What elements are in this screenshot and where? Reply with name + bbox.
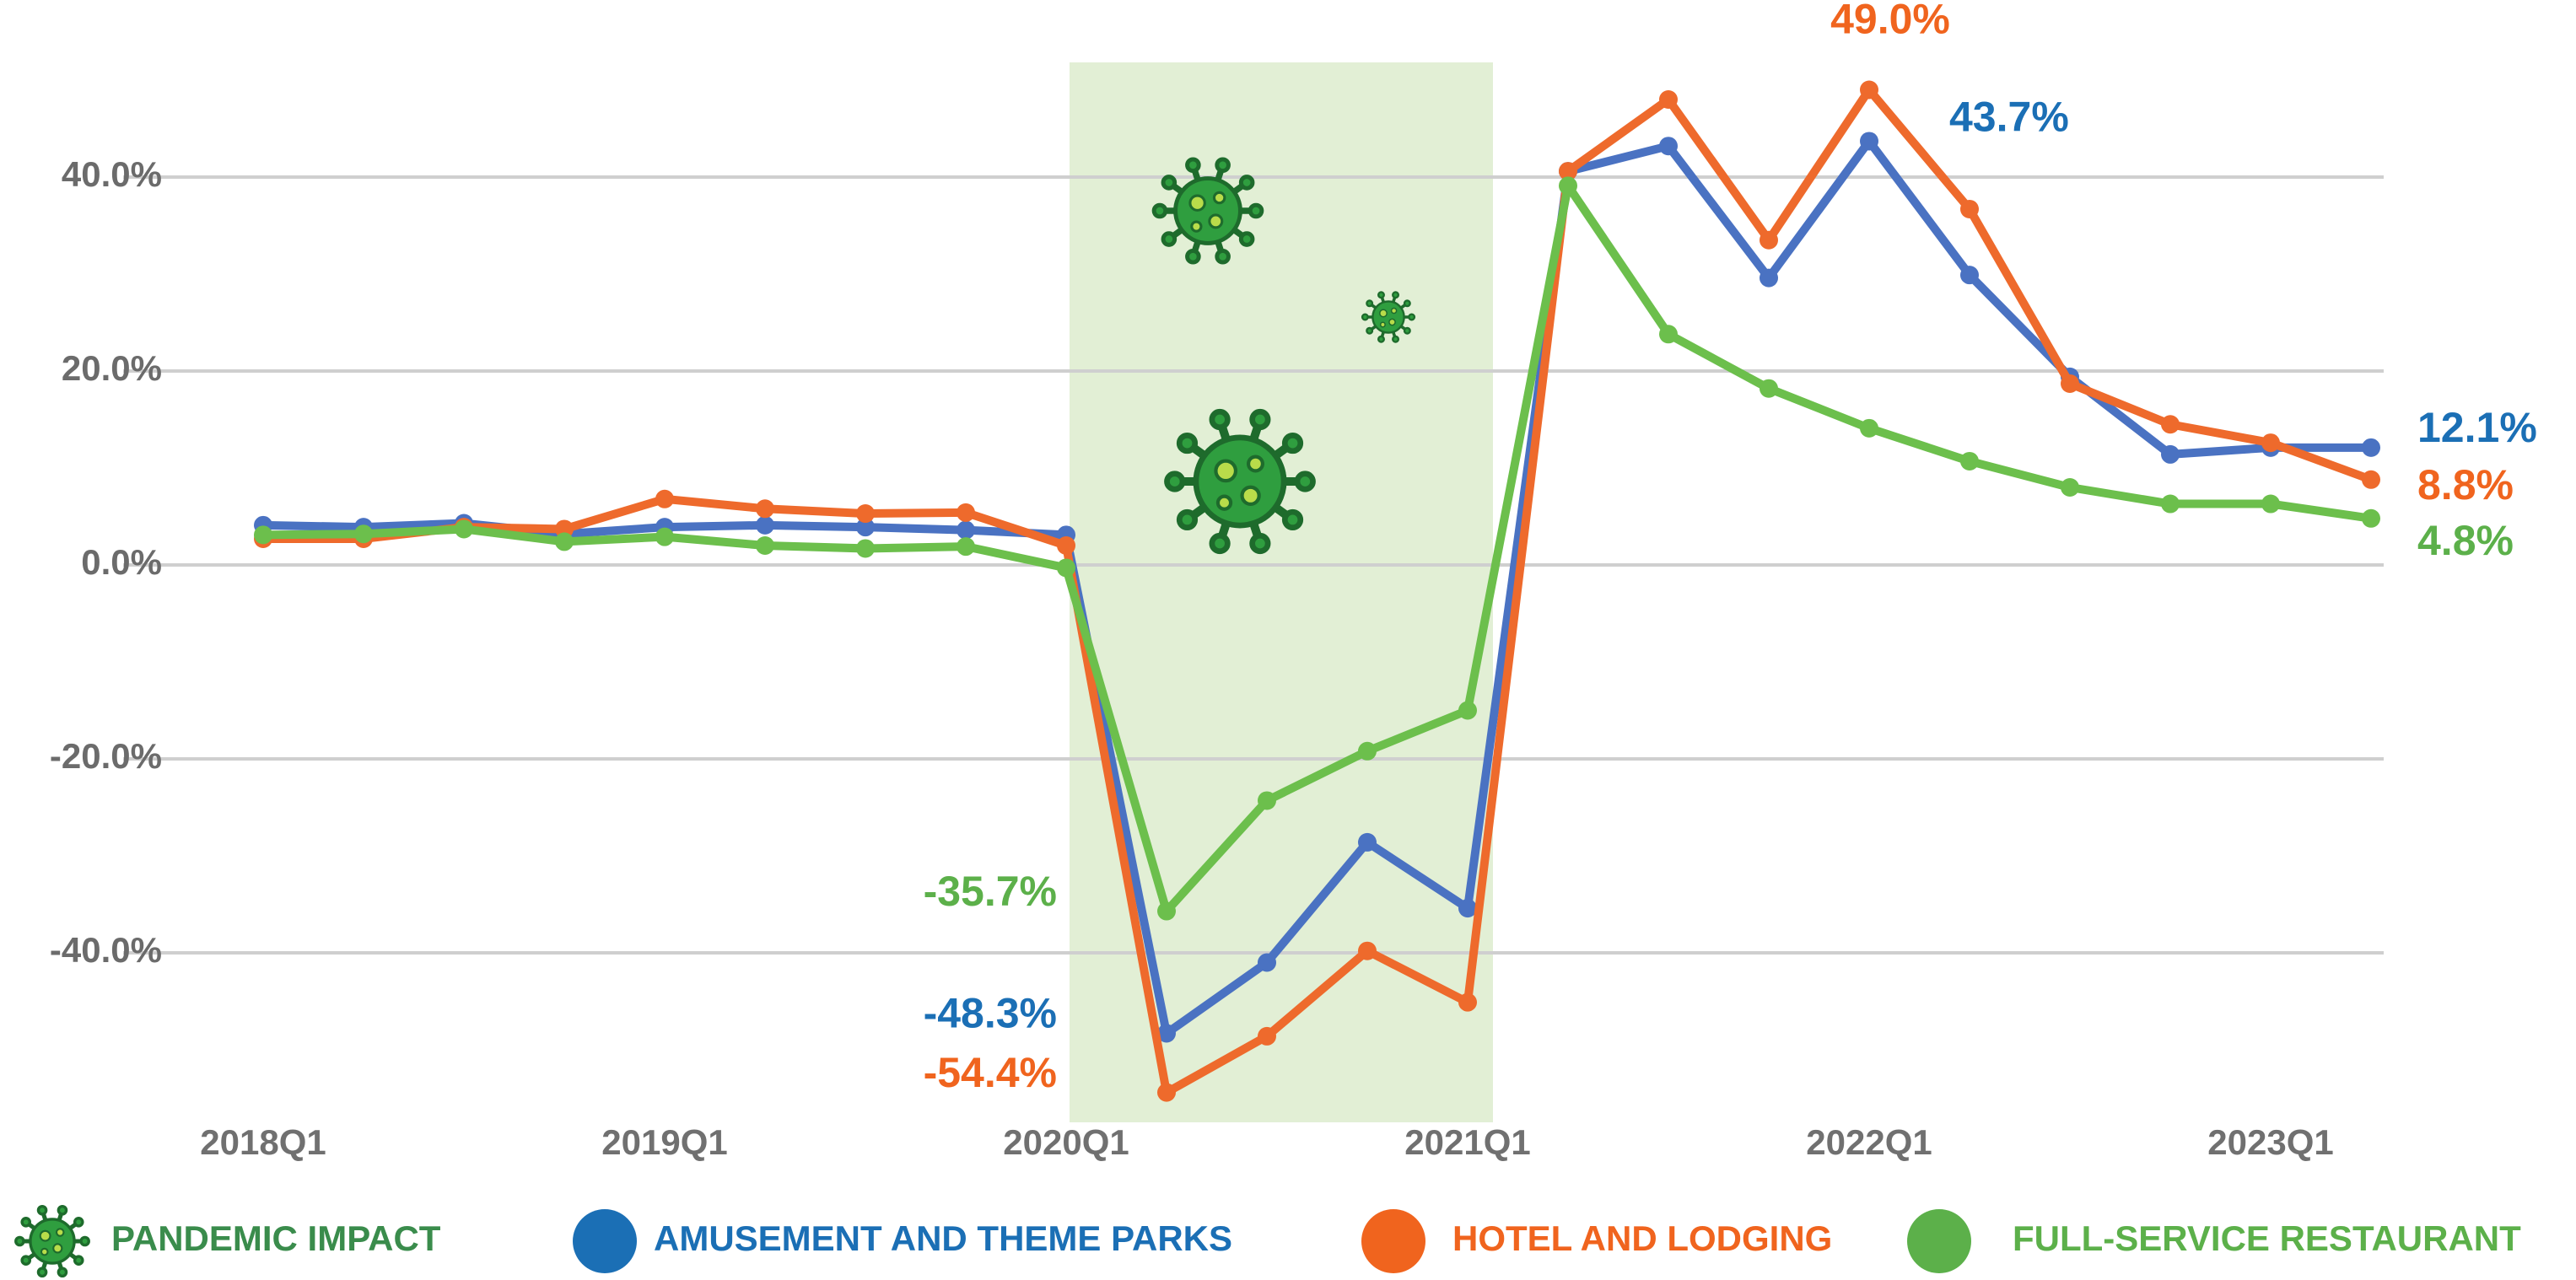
point: [1157, 1083, 1176, 1102]
point: [2061, 478, 2079, 497]
point: [856, 539, 875, 558]
y-tick-label: 40.0%: [62, 154, 162, 194]
point: [1057, 536, 1075, 555]
point: [455, 519, 473, 539]
point: [856, 518, 875, 537]
point: [1358, 832, 1377, 852]
value-label: 49.0%: [1830, 0, 1950, 43]
value-label: -54.4%: [924, 1049, 1057, 1096]
series-line: [263, 85, 2373, 1097]
point: [1458, 701, 1477, 720]
point: [756, 499, 774, 519]
value-label: -48.3%: [924, 990, 1057, 1037]
value-label: 43.7%: [1949, 94, 2069, 141]
point: [756, 515, 774, 535]
x-tick-label: 2018Q1: [200, 1122, 326, 1162]
legend-virus: [16, 1207, 89, 1277]
point: [2261, 494, 2280, 514]
x-tick-label: 2023Q1: [2207, 1122, 2333, 1162]
x-tick-label: 2020Q1: [1003, 1122, 1129, 1162]
series-line: [262, 137, 2371, 1038]
legend-label: HOTEL AND LODGING: [1452, 1218, 1832, 1258]
y-tick-label: -20.0%: [50, 736, 162, 776]
legend-label: FULL-SERVICE RESTAURANT: [2013, 1218, 2521, 1258]
point: [2161, 415, 2180, 434]
point: [856, 504, 875, 524]
value-label: 12.1%: [2417, 404, 2537, 451]
point: [1458, 899, 1477, 918]
point: [2362, 438, 2380, 457]
value-label: -35.7%: [924, 868, 1057, 915]
point: [354, 524, 373, 544]
point: [1157, 901, 1176, 921]
legend-swatch: [573, 1209, 637, 1273]
point: [1960, 266, 1979, 285]
point: [1659, 137, 1678, 156]
legend-label: PANDEMIC IMPACT: [111, 1218, 441, 1258]
point: [1559, 162, 1577, 181]
point: [2161, 494, 2180, 514]
y-tick-label: 0.0%: [81, 542, 162, 582]
point: [1258, 1026, 1276, 1046]
point: [655, 527, 674, 546]
pandemic-band: [1070, 62, 1493, 1122]
point: [957, 537, 975, 557]
point: [555, 532, 574, 551]
point: [2061, 374, 2079, 393]
point: [1258, 953, 1276, 972]
point: [1760, 230, 1778, 250]
point: [2161, 444, 2180, 464]
x-tick-label: 2022Q1: [1806, 1122, 1932, 1162]
x-tick-label: 2019Q1: [601, 1122, 727, 1162]
point: [1559, 176, 1577, 196]
point: [957, 503, 975, 522]
x-tick-label: 2021Q1: [1404, 1122, 1530, 1162]
point: [1358, 741, 1377, 761]
point: [957, 520, 975, 540]
point: [254, 525, 272, 545]
legend-swatch: [1361, 1209, 1425, 1273]
value-label: 4.8%: [2417, 517, 2514, 564]
point: [1960, 199, 1979, 218]
point: [1860, 132, 1878, 151]
point: [1157, 1024, 1176, 1043]
point: [1358, 941, 1377, 960]
point: [1057, 558, 1075, 578]
point: [1860, 418, 1878, 438]
point: [1258, 791, 1276, 810]
y-tick-label: -40.0%: [50, 930, 162, 970]
point: [756, 536, 774, 555]
legend-swatch: [1907, 1209, 1971, 1273]
point: [1458, 992, 1477, 1012]
point: [655, 489, 674, 508]
point: [1960, 451, 1979, 471]
series-line: [262, 181, 2372, 916]
point: [2362, 508, 2380, 528]
value-label: 8.8%: [2417, 461, 2514, 508]
point: [1760, 379, 1778, 398]
point: [1760, 268, 1778, 288]
point: [1860, 80, 1878, 99]
y-tick-label: 20.0%: [62, 348, 162, 388]
point: [1659, 325, 1678, 344]
point: [2261, 433, 2280, 453]
point: [1659, 90, 1678, 109]
legend-label: AMUSEMENT AND THEME PARKS: [654, 1218, 1232, 1258]
point: [2362, 470, 2380, 489]
